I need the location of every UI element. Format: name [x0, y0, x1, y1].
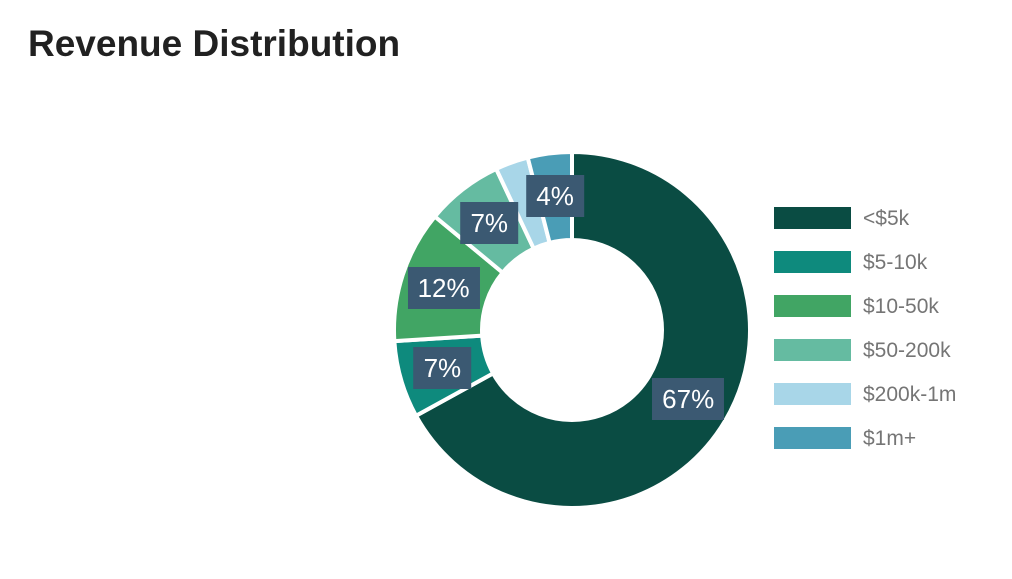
- slice-value-label-under-5k: 67%: [652, 377, 725, 420]
- legend-swatch-under-5k: [774, 207, 851, 229]
- legend-swatch-200k-1m: [774, 383, 851, 405]
- legend-label-10-50k: $10-50k: [863, 294, 939, 318]
- legend-label-under-5k: <$5k: [863, 206, 910, 230]
- legend-label-200k-1m: $200k-1m: [863, 382, 957, 406]
- legend-swatch-10-50k: [774, 295, 851, 317]
- legend-item-50-200k[interactable]: $50-200k: [774, 339, 956, 361]
- legend-item-under-5k[interactable]: <$5k: [774, 207, 956, 229]
- legend-item-5-10k[interactable]: $5-10k: [774, 251, 956, 273]
- legend-label-5-10k: $5-10k: [863, 250, 928, 274]
- legend-swatch-5-10k: [774, 251, 851, 273]
- slice-value-label-10-50k: 12%: [407, 267, 480, 310]
- slice-value-label-1m-plus: 4%: [526, 175, 584, 218]
- legend-label-1m-plus: $1m+: [863, 426, 917, 450]
- legend-swatch-1m-plus: [774, 427, 851, 449]
- slice-value-label-5-10k: 7%: [413, 346, 472, 389]
- slice-value-label-50-200k: 7%: [460, 202, 519, 245]
- legend-swatch-50-200k: [774, 339, 851, 361]
- legend-label-50-200k: $50-200k: [863, 338, 951, 362]
- chart-legend: <$5k $5-10k $10-50k $50-200k $200k-1m $1m+: [774, 207, 956, 471]
- legend-item-200k-1m[interactable]: $200k-1m: [774, 383, 956, 405]
- page-title: Revenue Distribution: [28, 23, 401, 64]
- legend-item-10-50k[interactable]: $10-50k: [774, 295, 956, 317]
- legend-item-1m-plus[interactable]: $1m+: [774, 427, 956, 449]
